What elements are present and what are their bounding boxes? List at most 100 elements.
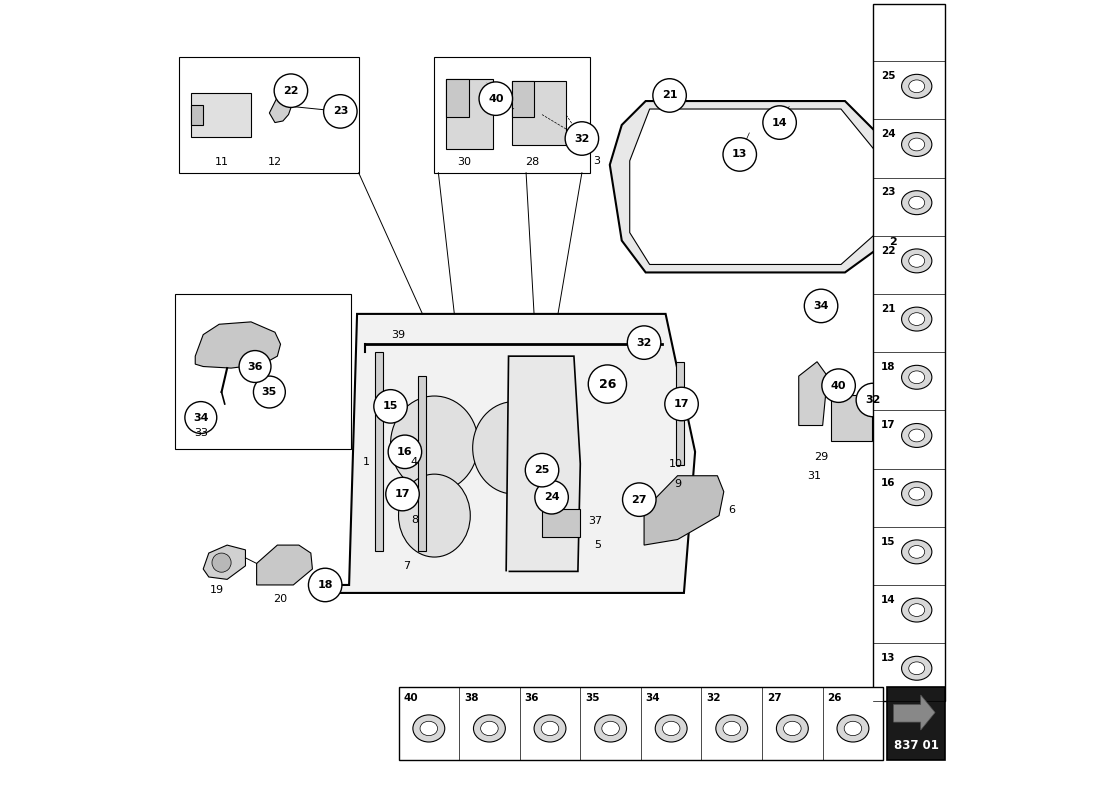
Circle shape <box>627 326 661 359</box>
Text: 40: 40 <box>830 381 846 390</box>
Text: 13: 13 <box>881 653 895 663</box>
Ellipse shape <box>716 715 748 742</box>
Text: 21: 21 <box>881 304 895 314</box>
Ellipse shape <box>420 722 438 736</box>
Text: 6: 6 <box>728 505 735 515</box>
Polygon shape <box>799 362 827 426</box>
Ellipse shape <box>909 604 925 617</box>
Text: 17: 17 <box>674 399 690 409</box>
Text: 18: 18 <box>318 580 333 590</box>
Text: 36: 36 <box>525 693 539 703</box>
Ellipse shape <box>902 423 932 447</box>
Text: 33: 33 <box>194 429 208 438</box>
Bar <box>873 4 945 702</box>
Text: 5: 5 <box>594 540 602 550</box>
Circle shape <box>323 94 358 128</box>
Ellipse shape <box>902 656 932 680</box>
Circle shape <box>804 289 838 322</box>
Text: 4: 4 <box>411 457 418 467</box>
Ellipse shape <box>909 254 925 267</box>
Circle shape <box>374 390 407 423</box>
Ellipse shape <box>837 715 869 742</box>
Text: 27: 27 <box>631 494 647 505</box>
Ellipse shape <box>909 429 925 442</box>
Circle shape <box>876 226 910 259</box>
Text: 22: 22 <box>881 246 895 255</box>
Ellipse shape <box>902 190 932 214</box>
Bar <box>888 687 945 760</box>
Circle shape <box>239 350 271 382</box>
Ellipse shape <box>541 722 559 736</box>
Text: 40: 40 <box>488 94 504 104</box>
Circle shape <box>565 122 598 155</box>
Text: 29: 29 <box>814 452 828 462</box>
Polygon shape <box>195 322 280 368</box>
Text: 14: 14 <box>772 118 788 127</box>
Text: 28: 28 <box>526 158 540 167</box>
Bar <box>418 376 427 551</box>
Text: 10: 10 <box>669 458 683 469</box>
Bar <box>512 81 535 117</box>
Ellipse shape <box>909 546 925 558</box>
Text: 32: 32 <box>637 338 652 347</box>
Text: 17: 17 <box>881 420 895 430</box>
Ellipse shape <box>902 307 932 331</box>
Text: 35: 35 <box>262 387 277 397</box>
Ellipse shape <box>909 662 925 674</box>
Bar <box>447 78 469 117</box>
Polygon shape <box>893 695 935 730</box>
Text: 23: 23 <box>332 106 348 117</box>
Ellipse shape <box>723 722 740 736</box>
Ellipse shape <box>398 474 471 557</box>
Text: 26: 26 <box>827 693 842 703</box>
Ellipse shape <box>902 74 932 98</box>
Text: 1: 1 <box>363 457 370 467</box>
Text: 34: 34 <box>194 413 209 422</box>
Ellipse shape <box>602 722 619 736</box>
Bar <box>830 395 872 442</box>
Bar <box>179 57 359 173</box>
Text: 39: 39 <box>392 330 406 340</box>
Text: 16: 16 <box>881 478 895 488</box>
Ellipse shape <box>844 722 861 736</box>
Ellipse shape <box>656 715 688 742</box>
Ellipse shape <box>902 249 932 273</box>
Text: 18: 18 <box>881 362 895 372</box>
Text: 25: 25 <box>881 71 895 81</box>
Circle shape <box>664 387 698 421</box>
Bar <box>398 687 883 760</box>
Circle shape <box>723 138 757 171</box>
Text: 32: 32 <box>574 134 590 143</box>
Text: 16: 16 <box>397 447 412 457</box>
Text: 38: 38 <box>464 693 478 703</box>
Circle shape <box>274 74 308 107</box>
Text: 34: 34 <box>813 301 828 311</box>
Text: 21: 21 <box>662 90 678 101</box>
Polygon shape <box>204 545 245 579</box>
Ellipse shape <box>902 540 932 564</box>
Bar <box>375 352 383 551</box>
Text: a passion for cars since 1985: a passion for cars since 1985 <box>354 439 618 457</box>
Text: 30: 30 <box>456 158 471 167</box>
Text: 3: 3 <box>593 156 600 166</box>
Ellipse shape <box>909 371 925 384</box>
Polygon shape <box>270 85 294 122</box>
Ellipse shape <box>412 715 444 742</box>
Text: 26: 26 <box>598 378 616 390</box>
Text: 34: 34 <box>646 693 660 703</box>
Bar <box>175 294 351 450</box>
Circle shape <box>822 369 856 402</box>
Text: 13: 13 <box>733 150 747 159</box>
Polygon shape <box>506 356 581 571</box>
Circle shape <box>253 376 285 408</box>
Text: 32: 32 <box>866 395 881 405</box>
Polygon shape <box>256 545 312 585</box>
Text: 24: 24 <box>543 492 560 502</box>
Text: 15: 15 <box>881 537 895 546</box>
Ellipse shape <box>662 722 680 736</box>
Text: 12: 12 <box>268 158 282 167</box>
Circle shape <box>526 454 559 487</box>
Ellipse shape <box>390 396 478 492</box>
Text: 17: 17 <box>395 489 410 499</box>
Text: 27: 27 <box>767 693 781 703</box>
